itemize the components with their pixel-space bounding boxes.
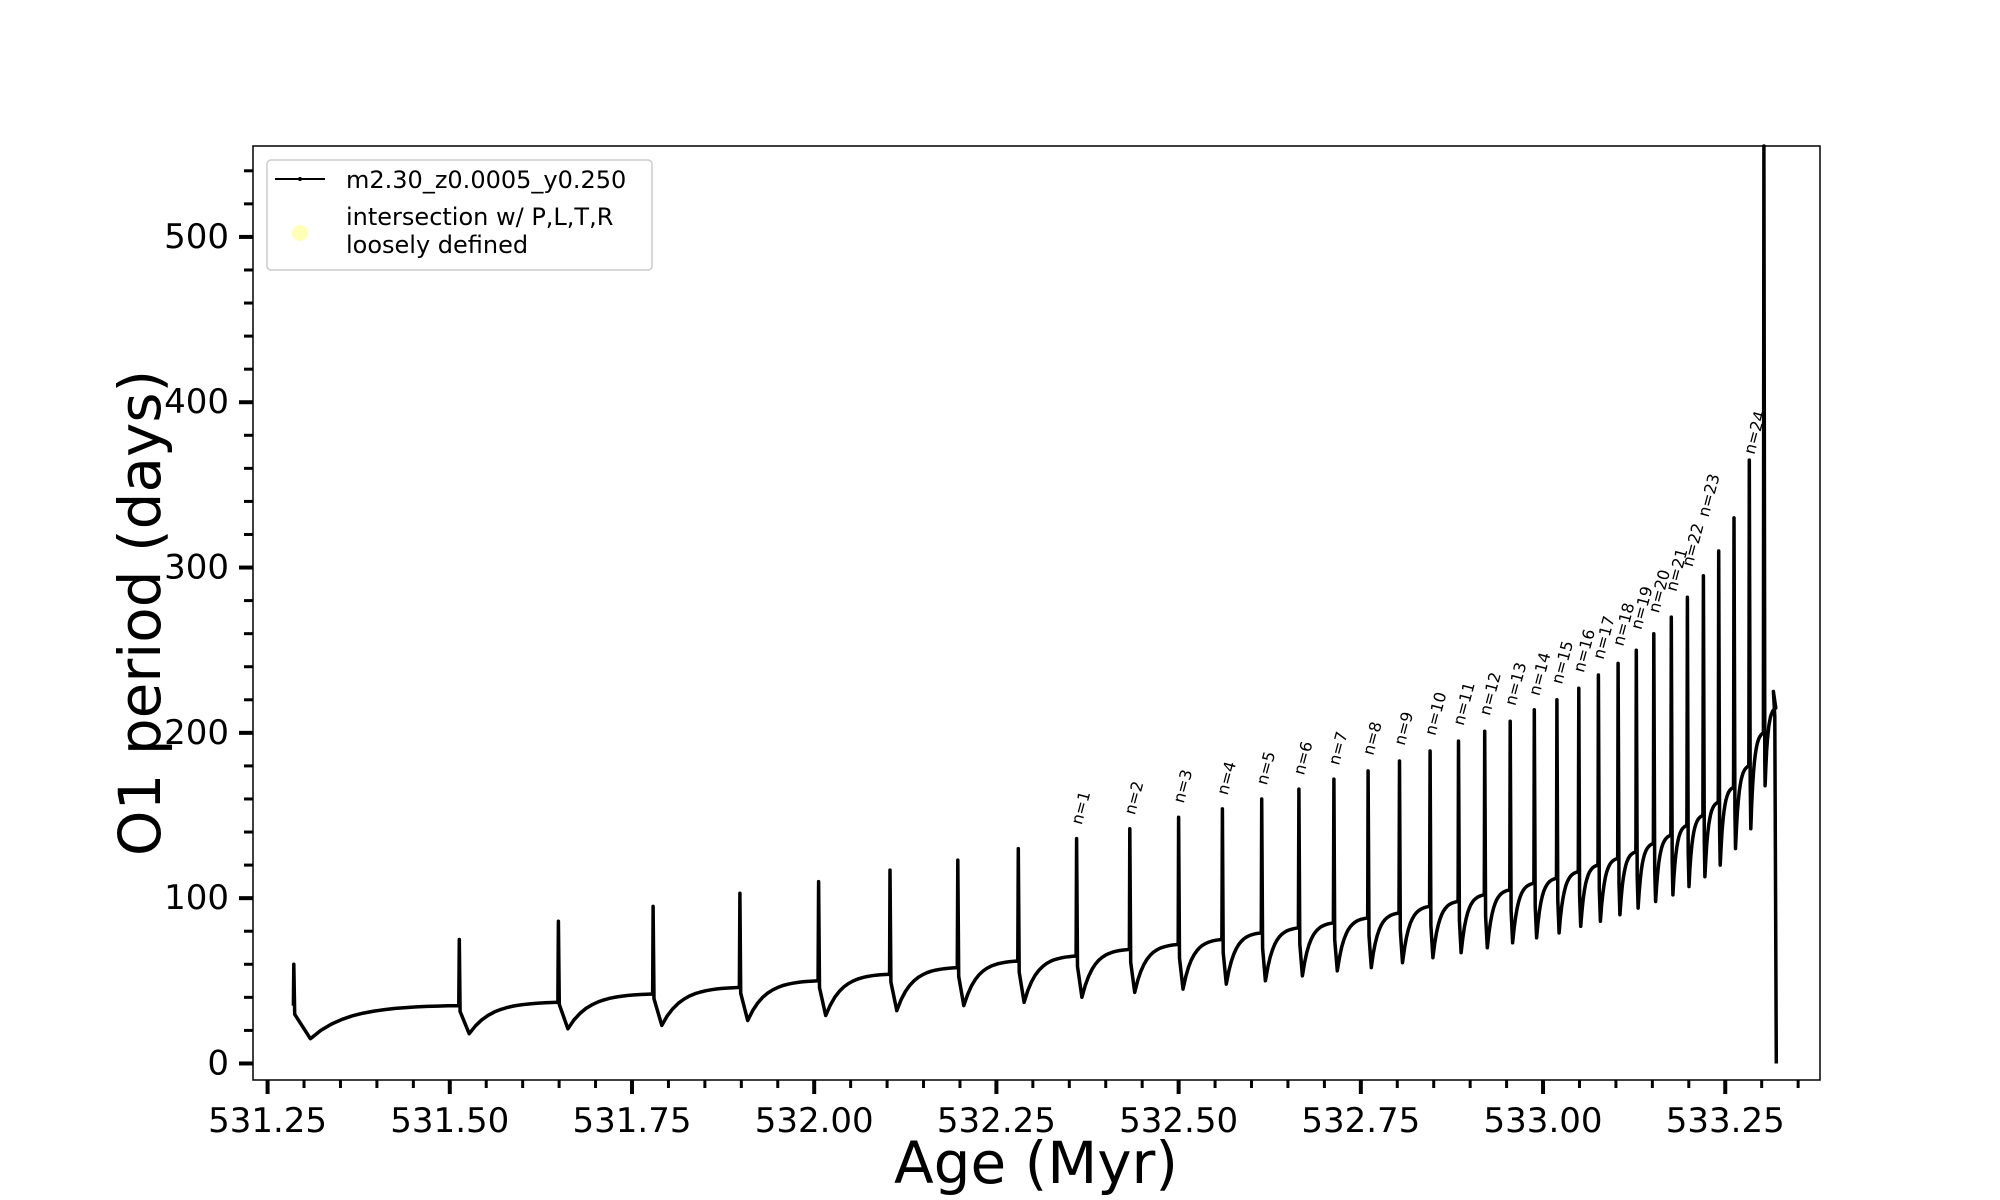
legend-label-series: m2.30_z0.0005_y0.250 bbox=[346, 166, 626, 194]
x-tick-label: 532.00 bbox=[755, 1101, 874, 1141]
y-tick-label: 200 bbox=[164, 713, 229, 753]
legend: m2.30_z0.0005_y0.250 intersection w/ P,L… bbox=[266, 159, 653, 271]
y-tick-label: 0 bbox=[207, 1043, 229, 1083]
series-layer bbox=[291, 144, 1779, 1064]
y-tick-label: 100 bbox=[164, 878, 229, 918]
legend-frame bbox=[266, 159, 653, 271]
series-line bbox=[291, 144, 1779, 1064]
y-tick-label: 300 bbox=[164, 548, 229, 588]
plot-area bbox=[252, 145, 1821, 1081]
legend-line-dot bbox=[298, 177, 302, 181]
annotation-layer: n=1 n=2 n=3 n=4 n=5 n=6 n=7 n=8 n=9 n=10n=11n=12n… bbox=[1067, 409, 1769, 827]
x-tick-label: 532.75 bbox=[1301, 1101, 1420, 1141]
y-tick-label: 500 bbox=[164, 217, 229, 257]
legend-label-intersection: intersection w/ P,L,T,R loosely defined bbox=[346, 203, 613, 259]
x-axis-label: Age (Myr) bbox=[894, 1129, 1178, 1197]
x-tick-label: 531.50 bbox=[390, 1101, 509, 1141]
x-tick-label: 533.25 bbox=[1666, 1101, 1785, 1141]
x-tick-label: 532.50 bbox=[1119, 1101, 1238, 1141]
x-tick-label: 532.25 bbox=[937, 1101, 1056, 1141]
x-tick-label: 531.25 bbox=[208, 1101, 327, 1141]
x-tick-label: 531.75 bbox=[573, 1101, 692, 1141]
x-axis: 531.25 531.50 531.75 532.00 532.25 532.50 532.… bbox=[208, 1080, 1800, 1141]
legend-intersection-marker bbox=[292, 225, 308, 241]
x-tick-label: 533.00 bbox=[1484, 1101, 1603, 1141]
y-axis-label: O1 period (days) bbox=[106, 370, 174, 856]
y-tick-label: 400 bbox=[164, 382, 229, 422]
y-axis: 0 100 200 300 400 500 bbox=[164, 169, 253, 1083]
